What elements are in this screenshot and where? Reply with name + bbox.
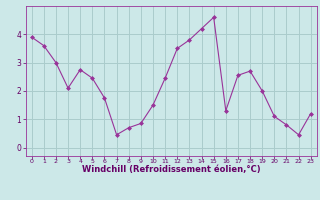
X-axis label: Windchill (Refroidissement éolien,°C): Windchill (Refroidissement éolien,°C) xyxy=(82,165,260,174)
